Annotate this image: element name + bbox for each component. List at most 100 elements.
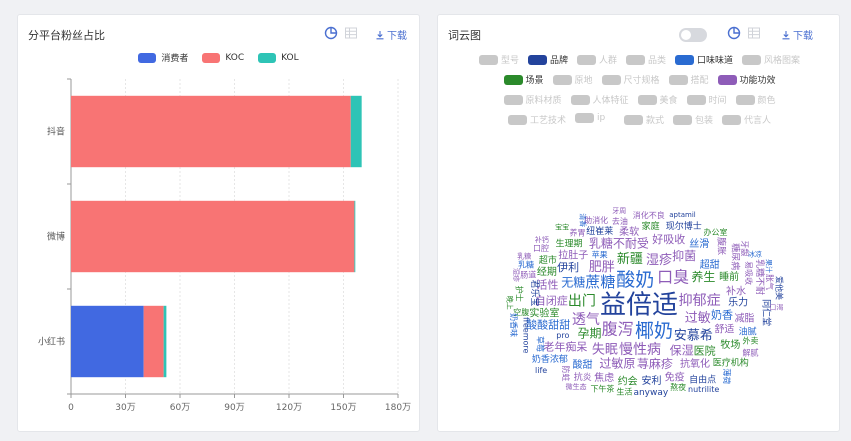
category-filter-item[interactable]: 型号 bbox=[479, 53, 519, 66]
word-cloud-word[interactable]: 抑郁症 bbox=[679, 293, 721, 309]
word-cloud-word[interactable]: 养生 bbox=[691, 269, 715, 284]
word-cloud-word[interactable]: 睡前 bbox=[719, 270, 739, 283]
word-cloud-word[interactable]: 荨麻疹 bbox=[637, 356, 673, 371]
word-cloud-word[interactable]: 肥胖 bbox=[589, 260, 615, 275]
word-cloud-word[interactable]: 益倍适 bbox=[600, 291, 678, 321]
word-cloud-word[interactable]: 过敏 bbox=[685, 311, 711, 326]
word-cloud-word[interactable]: 防蛀 bbox=[561, 365, 571, 381]
pie-chart-icon[interactable] bbox=[727, 26, 741, 40]
word-cloud-word[interactable]: 丝滑 bbox=[689, 238, 709, 250]
word-cloud-word[interactable]: 生活 bbox=[616, 386, 632, 396]
word-cloud-word[interactable]: 蔗糖 bbox=[585, 273, 615, 291]
word-cloud-word[interactable]: 约会 bbox=[618, 375, 638, 388]
word-cloud-word[interactable]: life bbox=[535, 366, 547, 375]
word-cloud-word[interactable]: 牧场 bbox=[720, 338, 740, 351]
word-cloud-word[interactable]: 补水 bbox=[726, 284, 746, 297]
word-cloud-word[interactable]: 助消化 bbox=[584, 215, 608, 225]
word-cloud-word[interactable]: 宝宝 bbox=[555, 222, 569, 231]
word-cloud-word[interactable]: 办公室 bbox=[703, 227, 727, 237]
word-cloud-word[interactable]: 孕期 bbox=[577, 327, 601, 341]
table-icon[interactable] bbox=[747, 26, 761, 40]
word-cloud-word[interactable]: 酸甜 bbox=[573, 358, 593, 371]
word-cloud-word[interactable]: 超市 bbox=[539, 254, 557, 266]
category-filter-item[interactable]: 功能功效 bbox=[717, 73, 776, 86]
bar-segment-KOC[interactable] bbox=[143, 305, 164, 378]
word-cloud-word[interactable]: 奶香味 bbox=[509, 313, 519, 337]
word-cloud-word[interactable]: aptamil bbox=[669, 211, 696, 219]
word-cloud-word[interactable]: 过敏原 bbox=[599, 356, 635, 371]
word-cloud-word[interactable]: 胀气 bbox=[765, 274, 775, 290]
word-cloud-word[interactable]: freemore bbox=[522, 317, 531, 354]
word-cloud-word[interactable]: 自闭症 bbox=[535, 294, 568, 308]
category-filter-item[interactable]: 原地 bbox=[552, 73, 593, 86]
word-cloud-word[interactable]: 柔软 bbox=[619, 225, 639, 238]
word-cloud-word[interactable]: 纽崔莱 bbox=[586, 225, 613, 237]
word-cloud-word[interactable]: 易吸收 bbox=[744, 261, 754, 285]
display-toggle[interactable] bbox=[679, 28, 707, 42]
word-cloud-word[interactable]: 舒适 bbox=[714, 322, 734, 335]
word-cloud-word[interactable]: 慢性病 bbox=[619, 341, 661, 358]
word-cloud-word[interactable]: 冰凉 bbox=[748, 249, 762, 258]
word-cloud-word[interactable]: 苹果 bbox=[592, 249, 608, 259]
bar-segment-KOC[interactable] bbox=[71, 95, 351, 168]
word-cloud-word[interactable]: 酸酸甜甜 bbox=[526, 317, 570, 331]
category-filter-item[interactable]: 款式 bbox=[624, 113, 664, 126]
word-cloud-word[interactable]: 家庭 bbox=[642, 220, 660, 232]
word-cloud-word[interactable]: 去油 bbox=[612, 216, 628, 226]
legend-item-consumer[interactable]: 消费者 bbox=[138, 51, 188, 64]
category-filter-item[interactable]: 品类 bbox=[626, 53, 666, 66]
bar-segment-消费者[interactable] bbox=[71, 305, 144, 378]
download-button[interactable]: 下载 bbox=[781, 27, 813, 42]
word-cloud-word[interactable]: 外卖 bbox=[743, 336, 759, 346]
word-cloud-word[interactable]: 空腹 bbox=[513, 307, 529, 317]
word-cloud-word[interactable]: 奶香浓郁 bbox=[532, 353, 568, 365]
word-cloud-word[interactable]: 清香 bbox=[578, 213, 587, 227]
word-cloud-word[interactable]: 新疆 bbox=[617, 251, 643, 267]
word-cloud-word[interactable]: 安利 bbox=[642, 374, 662, 387]
word-cloud-word[interactable]: 草莓 bbox=[536, 336, 546, 352]
word-cloud-word[interactable]: 口腔 bbox=[533, 243, 549, 253]
word-cloud-word[interactable]: 保湿 bbox=[670, 343, 694, 358]
category-filter-item[interactable]: 包装 bbox=[673, 113, 713, 126]
word-cloud-word[interactable]: 透气 bbox=[572, 312, 600, 328]
word-cloud-word[interactable]: 现尔博士 bbox=[666, 220, 702, 232]
category-filter-item[interactable]: 品牌 bbox=[528, 53, 568, 66]
word-cloud-word[interactable]: 牙龈 bbox=[740, 240, 750, 256]
bar-segment-KOC[interactable] bbox=[71, 200, 355, 273]
category-filter-item[interactable]: 原料材质 bbox=[503, 93, 562, 106]
category-filter-item[interactable]: 人体特征 bbox=[570, 93, 629, 106]
word-cloud-word[interactable]: 奶香 bbox=[711, 307, 733, 321]
category-filter-item[interactable]: 工艺技术 bbox=[508, 113, 566, 126]
word-cloud-word[interactable]: 湿疹 bbox=[646, 252, 672, 268]
word-cloud-word[interactable]: 乐力 bbox=[728, 295, 748, 308]
bar-segment-KOL[interactable] bbox=[163, 305, 167, 378]
word-cloud-word[interactable]: 养胃 bbox=[570, 227, 586, 237]
category-filter-item[interactable]: 代言人 bbox=[722, 113, 771, 126]
word-cloud-word[interactable]: 老年痴呆 bbox=[543, 339, 587, 353]
word-cloud-word[interactable]: 薄荷 bbox=[722, 368, 732, 384]
legend-item-koc[interactable]: KOC bbox=[202, 51, 244, 64]
word-cloud-word[interactable]: 失眠 bbox=[592, 342, 618, 357]
word-cloud-word[interactable]: 肠道 bbox=[520, 269, 536, 279]
word-cloud-word[interactable]: 熬夜 bbox=[670, 382, 686, 392]
word-cloud-word[interactable]: 乳糖 bbox=[518, 260, 534, 270]
word-cloud-word[interactable]: 活性 bbox=[536, 278, 558, 292]
word-cloud-word[interactable]: 君乐宝 bbox=[529, 280, 541, 307]
word-cloud-word[interactable]: 下午茶 bbox=[590, 383, 614, 393]
category-filter-item[interactable]: 美食 bbox=[637, 93, 678, 106]
word-cloud-word[interactable]: 油腻 bbox=[739, 325, 757, 337]
word-cloud-word[interactable]: 口臭 bbox=[657, 267, 689, 286]
word-cloud-word[interactable]: anyway bbox=[633, 388, 668, 398]
word-cloud-word[interactable]: 腹胀 bbox=[716, 237, 728, 255]
category-filter-item[interactable]: 颜色 bbox=[735, 93, 776, 106]
word-cloud-word[interactable]: 补钙 bbox=[535, 235, 549, 244]
word-cloud-word[interactable]: 自由点 bbox=[689, 373, 716, 385]
category-filter-item[interactable]: 搭配 bbox=[668, 73, 709, 86]
category-filter-item[interactable]: 风格图案 bbox=[742, 53, 800, 66]
category-filter-item[interactable]: 场景 bbox=[503, 73, 544, 86]
word-cloud-word[interactable]: 减脂 bbox=[734, 311, 754, 324]
word-cloud-word[interactable]: 腹泻 bbox=[602, 320, 634, 339]
category-filter-item[interactable]: 时间 bbox=[686, 93, 727, 106]
word-cloud-word[interactable]: 解腻 bbox=[742, 347, 758, 357]
word-cloud-word[interactable]: 免疫 bbox=[665, 370, 685, 383]
